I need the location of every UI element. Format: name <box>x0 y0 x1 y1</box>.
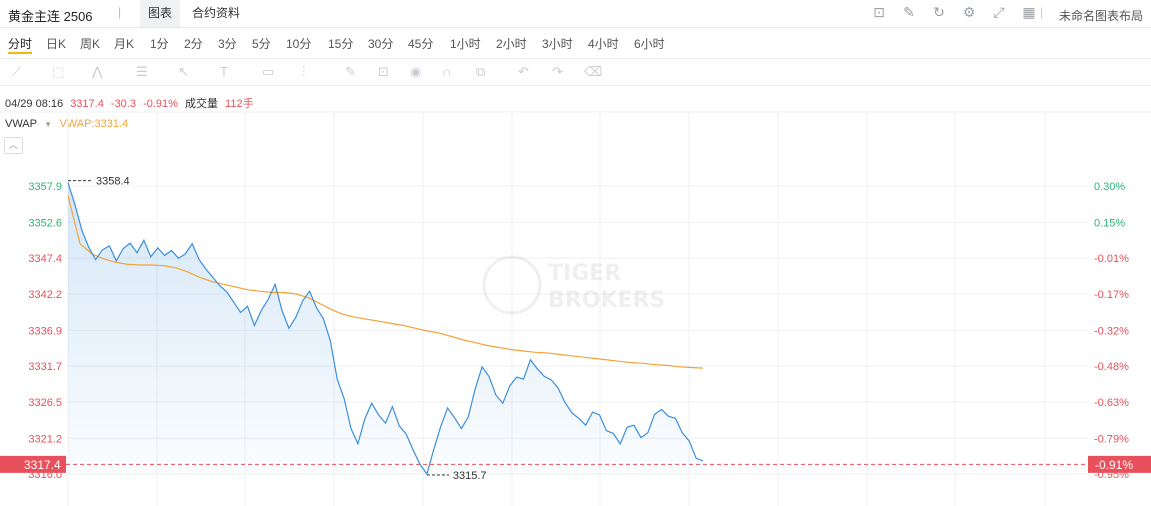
period-selector: 分时 日K 周K 月K 1分 2分 3分 5分 10分 15分 30分 45分 1小时 2小时 3小时 4小时… <box>0 30 1151 56</box>
pct-tick-6: -0.63% <box>1094 397 1129 409</box>
indicator-dropdown-icon[interactable]: ▾ <box>45 119 51 129</box>
magnet-tool-icon[interactable]: ∩ <box>442 64 452 79</box>
current-pct-tag: -0.91% <box>1088 455 1151 473</box>
eye-tool-icon[interactable]: ◉ <box>410 64 422 79</box>
current-price-tag-text: 3317.4 <box>24 458 61 472</box>
high-marker-label: 3358.4 <box>96 176 130 188</box>
drawing-toolbar: ⟋ ⬚ ⋀ ☰ ↖ T ▭ ⫶ ✎ ⊡ ◉ ∩ ⧉ ↶ ↷ ⌫ <box>0 58 1151 86</box>
rect-tool-icon[interactable]: ⬚ <box>52 64 65 79</box>
period-13[interactable]: 2小时 <box>496 37 527 51</box>
low-marker-label: 3315.7 <box>453 470 487 482</box>
header-separator: | <box>1040 5 1044 19</box>
period-8[interactable]: 10分 <box>286 37 312 51</box>
line-tool-icon[interactable]: ⟋ <box>12 64 22 79</box>
title-separator: | <box>118 5 122 19</box>
pct-axis: 0.30% 0.15% -0.01% -0.17% -0.32% -0.48% -0.63%… <box>1094 181 1129 481</box>
lock-tool-icon[interactable]: ⊡ <box>378 64 389 79</box>
pct-tick-3: -0.17% <box>1094 289 1129 301</box>
delete-tool-icon[interactable]: ⌫ <box>584 64 603 79</box>
info-change-pct: -0.91% <box>143 98 178 110</box>
current-pct-tag-bg <box>1088 455 1151 473</box>
y-tick-7: 3321.2 <box>28 433 62 445</box>
period-0[interactable]: 分时 <box>8 37 33 51</box>
instrument-title: 黄金主连 2506 <box>8 9 93 24</box>
indicator-value: VWAP:3331.4 <box>59 118 129 130</box>
info-volume-label: 成交量 <box>184 98 218 110</box>
y-tick-3: 3342.2 <box>28 289 62 301</box>
chart-icon[interactable]: ⊡ <box>873 4 885 20</box>
period-2[interactable]: 周K <box>80 37 101 51</box>
y-tick-5: 3331.7 <box>28 361 62 373</box>
period-10[interactable]: 30分 <box>368 37 394 51</box>
tab-contract-info[interactable]: 合约资料 <box>192 6 241 20</box>
vwap-line <box>67 195 704 369</box>
undo-tool-icon[interactable]: ↶ <box>518 64 529 79</box>
y-tick-1: 3352.6 <box>28 217 62 229</box>
refresh-icon[interactable]: ↻ <box>933 4 945 20</box>
period-14[interactable]: 3小时 <box>542 37 573 51</box>
indicator-line: VWAP ▾ VWAP:3331.4 <box>5 118 128 130</box>
high-marker: 3358.4 <box>68 176 130 188</box>
current-price-tag-bg <box>0 455 66 473</box>
period-1[interactable]: 日K <box>46 37 67 51</box>
settings-icon[interactable]: ⚙ <box>962 4 976 20</box>
period-6[interactable]: 3分 <box>218 37 237 51</box>
y-tick-4: 3336.9 <box>28 325 62 337</box>
text-tool-icon[interactable]: T <box>220 64 228 79</box>
pattern-tool-icon[interactable]: ⋀ <box>92 64 103 79</box>
arrow-tool-icon[interactable]: ↖ <box>178 64 189 79</box>
info-price: 3317.4 <box>70 98 104 110</box>
fib-tool-icon[interactable]: ☰ <box>136 64 148 79</box>
info-change: -30.3 <box>110 98 136 110</box>
period-4[interactable]: 1分 <box>150 37 169 51</box>
period-7[interactable]: 5分 <box>252 37 271 51</box>
pct-tick-7: -0.79% <box>1094 433 1129 445</box>
pct-tick-5: -0.48% <box>1094 361 1129 373</box>
pct-tick-1: 0.15% <box>1094 217 1125 229</box>
period-5[interactable]: 2分 <box>184 37 203 51</box>
y-tick-2: 3347.4 <box>28 253 62 265</box>
collapse-button[interactable]: ︿ <box>4 137 23 154</box>
brush-tool-icon[interactable]: ✎ <box>345 64 356 79</box>
measure-tool-icon[interactable]: ⫶ <box>302 64 306 79</box>
header-bar: 黄金主连 2506 | 图表 合约资料 ⊡ ✎ ↻ ⚙ ⤢ ▦ | 未命名图表布… <box>0 0 1151 28</box>
info-datetime: 04/29 08:16 <box>5 98 64 110</box>
watermark: TIGER BROKERS <box>482 255 665 315</box>
period-9[interactable]: 15分 <box>328 37 354 51</box>
price-area-fill <box>68 182 703 474</box>
tab-chart[interactable]: 图表 <box>140 0 181 27</box>
watermark-line2: BROKERS <box>548 288 665 313</box>
price-line <box>67 182 704 476</box>
fullscreen-icon[interactable]: ⤢ <box>993 4 1005 20</box>
period-11[interactable]: 45分 <box>408 37 434 51</box>
y-axis: 3357.9 3352.6 3347.4 3342.2 3336.9 3331.7 3326… <box>28 181 62 481</box>
current-price-tag: 3317.4 <box>0 455 66 473</box>
redo-tool-icon[interactable]: ↷ <box>552 64 563 79</box>
y-tick-0: 3357.9 <box>28 181 62 193</box>
info-volume: 112手 <box>225 98 254 110</box>
watermark-line1: TIGER <box>548 261 621 286</box>
edit-icon[interactable]: ✎ <box>903 4 915 20</box>
indicator-name[interactable]: VWAP <box>5 118 37 130</box>
layers-tool-icon[interactable]: ⧉ <box>476 64 486 79</box>
pct-tick-2: -0.01% <box>1094 253 1129 265</box>
low-marker: 3315.7 <box>426 470 487 482</box>
layout-name[interactable]: 未命名图表布局 <box>1058 9 1143 23</box>
grid-icon[interactable]: ▦ <box>1022 4 1036 20</box>
pct-tick-4: -0.32% <box>1094 325 1129 337</box>
period-3[interactable]: 月K <box>114 37 135 51</box>
period-16[interactable]: 6小时 <box>634 37 665 51</box>
period-15[interactable]: 4小时 <box>588 37 619 51</box>
info-line: 04/29 08:16 3317.4 -30.3 -0.91% 成交量 112手 <box>5 95 258 111</box>
image-tool-icon[interactable]: ▭ <box>262 64 275 79</box>
current-pct-tag-text: -0.91% <box>1095 458 1133 472</box>
header-icons: ⊡ ✎ ↻ ⚙ ⤢ ▦ <box>869 4 1039 21</box>
y-tick-6: 3326.5 <box>28 397 62 409</box>
period-12[interactable]: 1小时 <box>450 37 481 51</box>
active-period-underline <box>8 52 32 54</box>
pct-tick-0: 0.30% <box>1094 181 1125 193</box>
watermark-logo-icon <box>482 255 542 315</box>
